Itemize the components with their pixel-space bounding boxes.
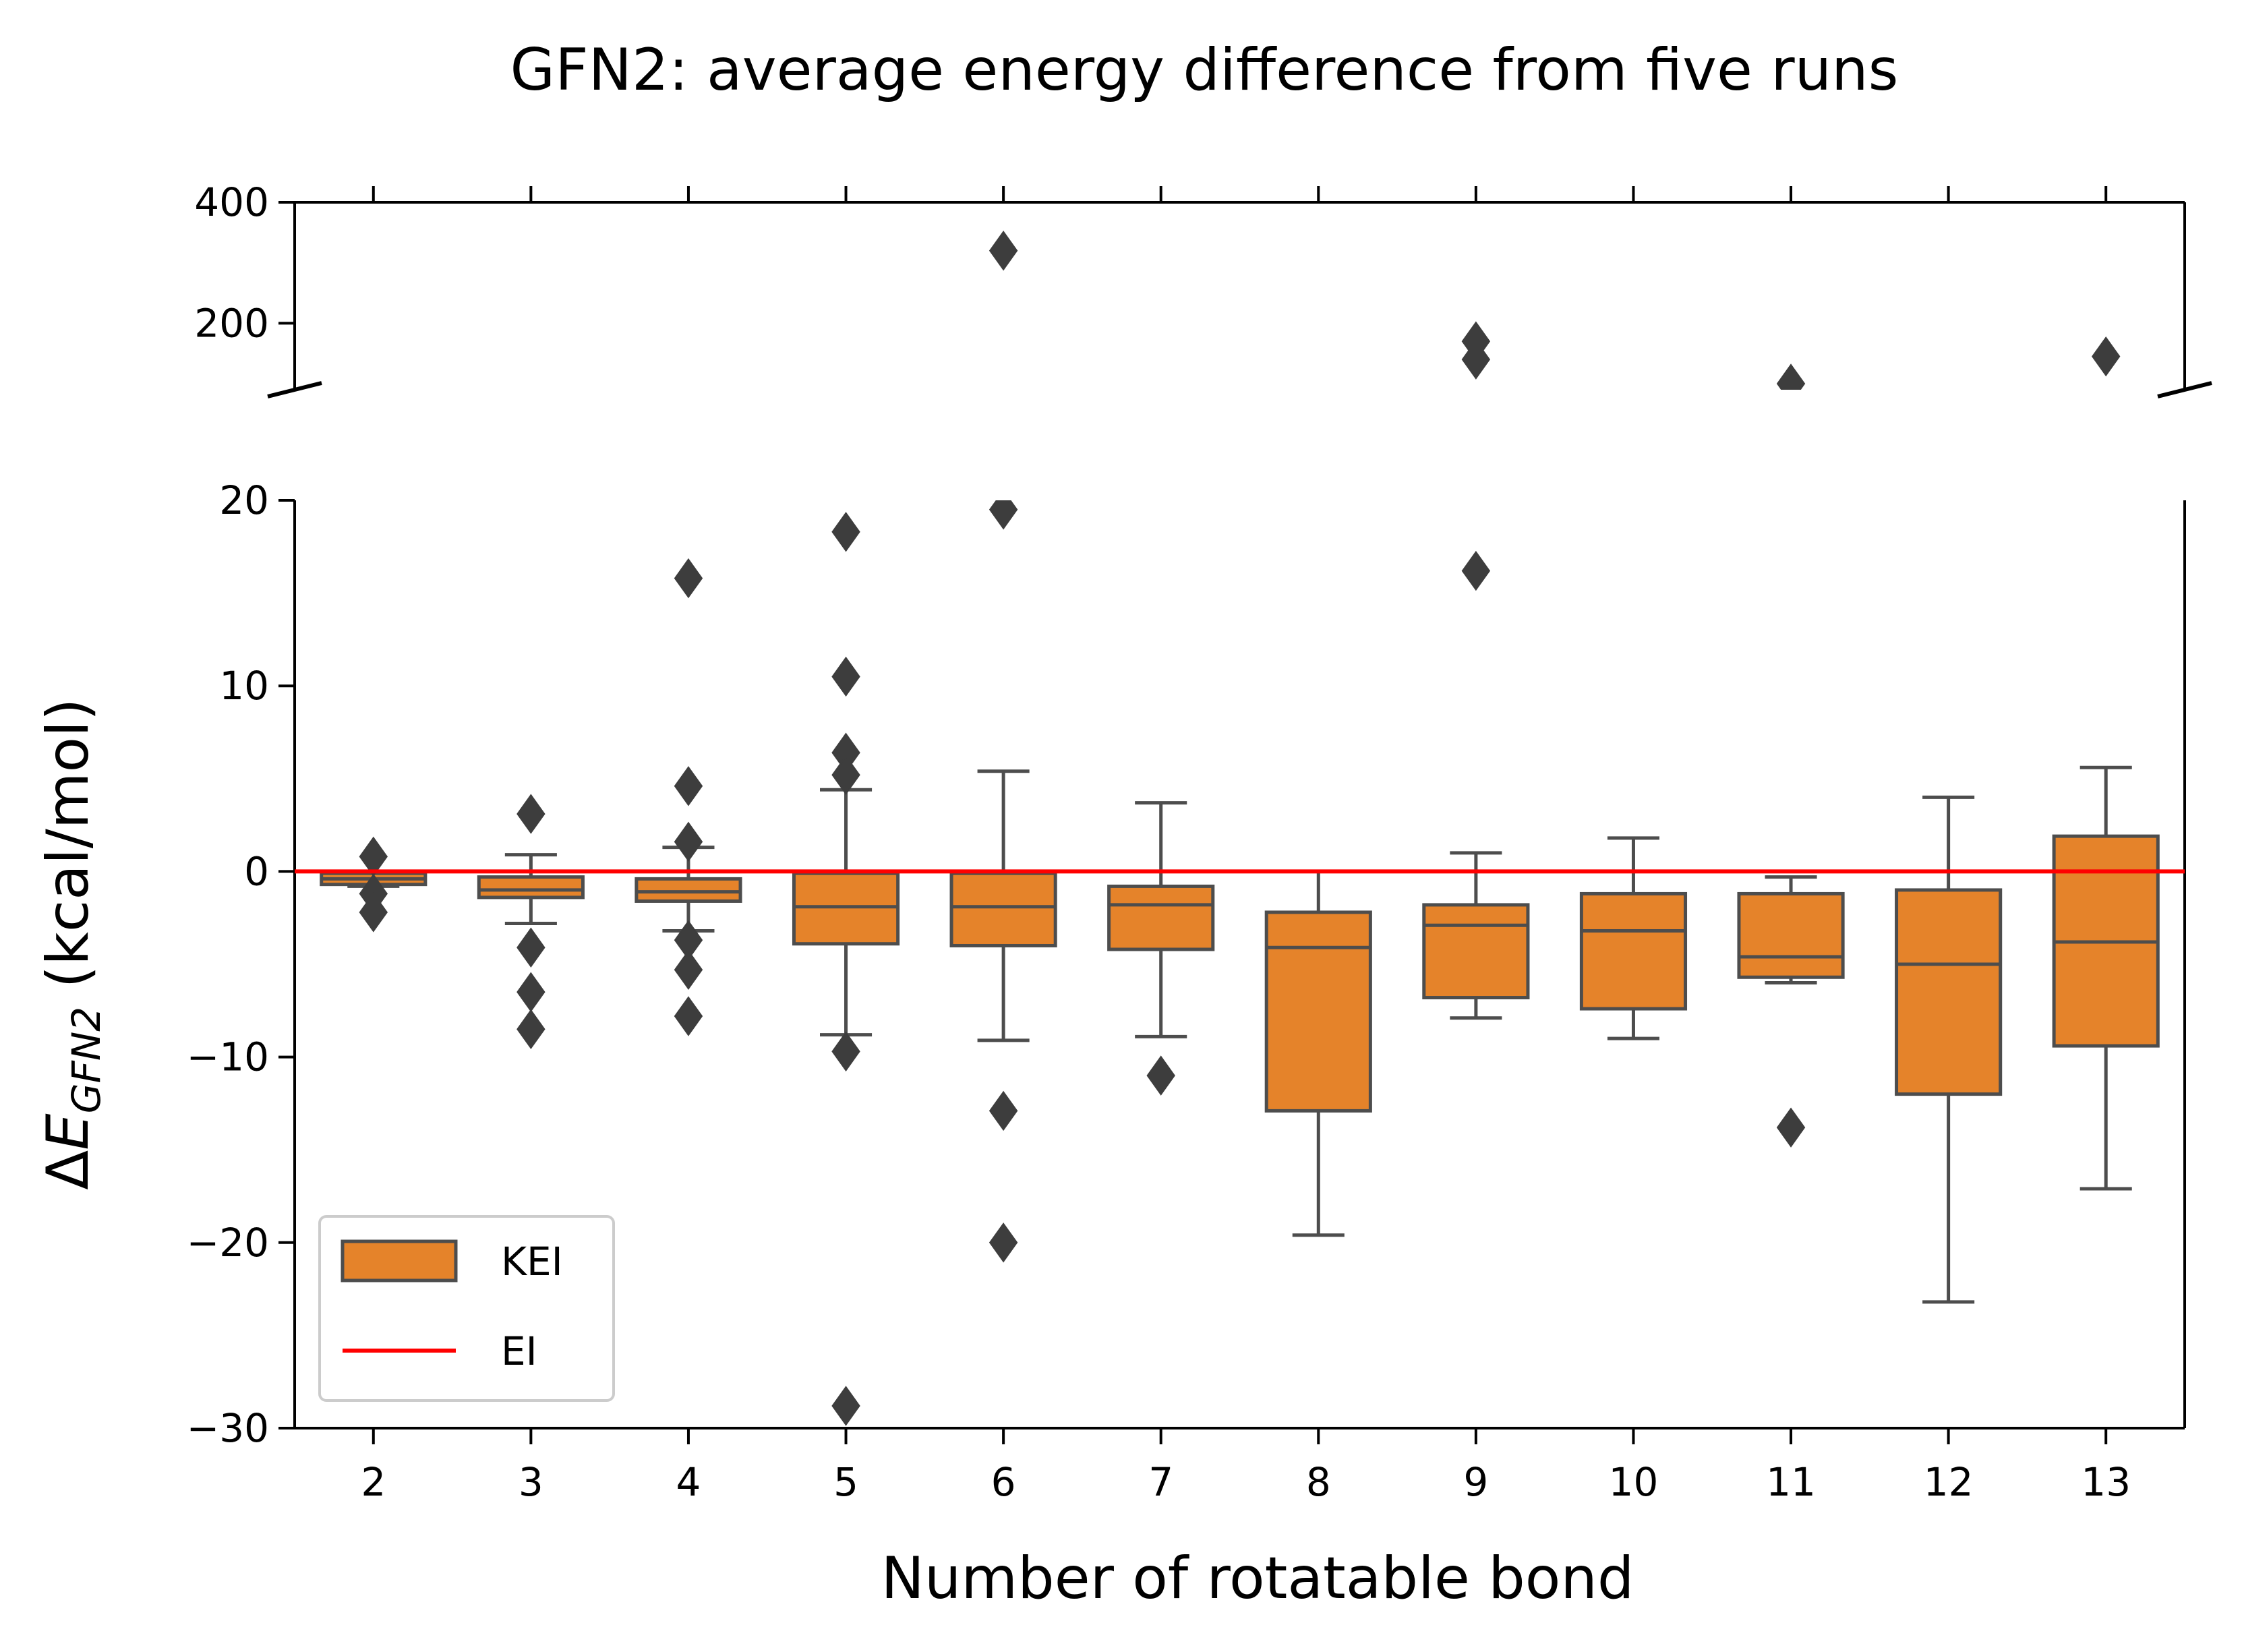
box-group-8 [1264, 869, 1372, 1237]
y-tick-label-upper: 200 [194, 300, 269, 346]
x-tick-label: 7 [1148, 1459, 1173, 1505]
box [477, 875, 585, 899]
box [1579, 891, 1688, 1011]
box [635, 877, 742, 903]
chart-title: GFN2: average energy difference from fiv… [510, 36, 1899, 104]
x-tick-label: 5 [833, 1459, 858, 1505]
outlier-marker [831, 656, 860, 697]
x-axis: 2 3 4 5 6 7 8 9 10 11 12 13 [361, 1428, 2131, 1505]
box-group-10 [1579, 836, 1688, 1040]
x-tick-label: 10 [1609, 1459, 1659, 1505]
outlier-marker [989, 231, 1018, 271]
box-group-7 [1107, 801, 1215, 1038]
y-axis-title-subscript: GFN2 [63, 1007, 109, 1114]
y-axis-title: ΔEGFN2 (kcal/mol) [34, 698, 109, 1189]
x-tick-label: 9 [1463, 1459, 1488, 1505]
legend: KEI EI [318, 1215, 615, 1402]
x-tick-label: 11 [1766, 1459, 1816, 1505]
outlier-marker [1146, 1055, 1175, 1096]
box-group-4 [635, 846, 742, 933]
x-tick-label: 8 [1306, 1459, 1331, 1505]
box-layer [320, 500, 2160, 1426]
box-group-5 [792, 788, 900, 1037]
x-tick-label: 13 [2081, 1459, 2131, 1505]
box-group-11 [1737, 875, 1845, 985]
outlier-marker [1776, 363, 1806, 390]
box-group-9 [1422, 851, 1530, 1020]
y-tick-label-lower: 0 [244, 848, 269, 894]
axis-break-mark-right [2157, 381, 2212, 399]
outlier-marker [674, 558, 703, 599]
upper-outlier-layer [989, 231, 2121, 390]
outlier-marker [517, 927, 545, 968]
box [1422, 903, 1530, 1000]
outlier-marker [517, 794, 545, 834]
box [1264, 910, 1372, 1113]
axis-break-mark-left [267, 381, 322, 399]
y-tick-label-upper: 400 [194, 179, 269, 225]
outlier-marker [2091, 336, 2121, 377]
outlier-marker [674, 766, 703, 806]
outlier-marker [517, 1009, 545, 1050]
y-tick-label-lower: −10 [187, 1034, 269, 1080]
y-axis-title-symbol: E [34, 1113, 102, 1150]
outlier-marker [674, 821, 703, 862]
box [792, 871, 900, 946]
box-group-6 [949, 769, 1057, 1042]
outlier-marker [989, 500, 1018, 530]
x-tick-label: 12 [1924, 1459, 1974, 1505]
legend-label-kei: KEI [501, 1239, 563, 1285]
outlier-marker [517, 972, 545, 1013]
box [1895, 888, 2003, 1096]
outlier-marker [831, 512, 860, 552]
outlier-marker [359, 892, 388, 933]
y-tick-label-lower: −30 [187, 1405, 269, 1451]
outlier-marker [831, 1031, 860, 1072]
outlier-marker [674, 949, 703, 990]
outlier-marker [831, 1386, 860, 1426]
box [1107, 884, 1215, 951]
upper-axes-panel: 400 200 [194, 179, 2212, 399]
outlier-marker [1461, 550, 1491, 591]
legend-swatch-kei [341, 1239, 458, 1282]
y-tick-label-lower: 10 [219, 663, 269, 709]
box-group-13 [2052, 765, 2160, 1191]
outlier-marker [989, 1090, 1018, 1131]
lower-axes-panel: 20 10 0 −10 −20 −30 [187, 477, 2186, 1451]
box-group-3 [477, 853, 585, 925]
x-axis-title: Number of rotatable bond [881, 1545, 1634, 1612]
outlier-marker [831, 755, 860, 796]
outlier-marker [1776, 1107, 1806, 1148]
outlier-marker [1461, 339, 1491, 380]
y-axis-title-delta: Δ [34, 1150, 102, 1190]
y-tick-label-lower: −20 [187, 1220, 269, 1266]
y-tick-label-lower: 20 [219, 477, 269, 523]
x-tick-label: 2 [361, 1459, 386, 1505]
x-tick-label: 3 [519, 1459, 543, 1505]
x-tick-label: 6 [991, 1459, 1016, 1505]
outlier-marker [674, 996, 703, 1036]
x-tick-label: 4 [676, 1459, 701, 1505]
outlier-marker [989, 1222, 1018, 1263]
y-axis-title-unit: (kcal/mol) [34, 698, 102, 1006]
box [1737, 891, 1845, 979]
legend-label-ei: EI [501, 1328, 537, 1374]
box-group-12 [1895, 795, 2003, 1304]
box [949, 871, 1057, 947]
